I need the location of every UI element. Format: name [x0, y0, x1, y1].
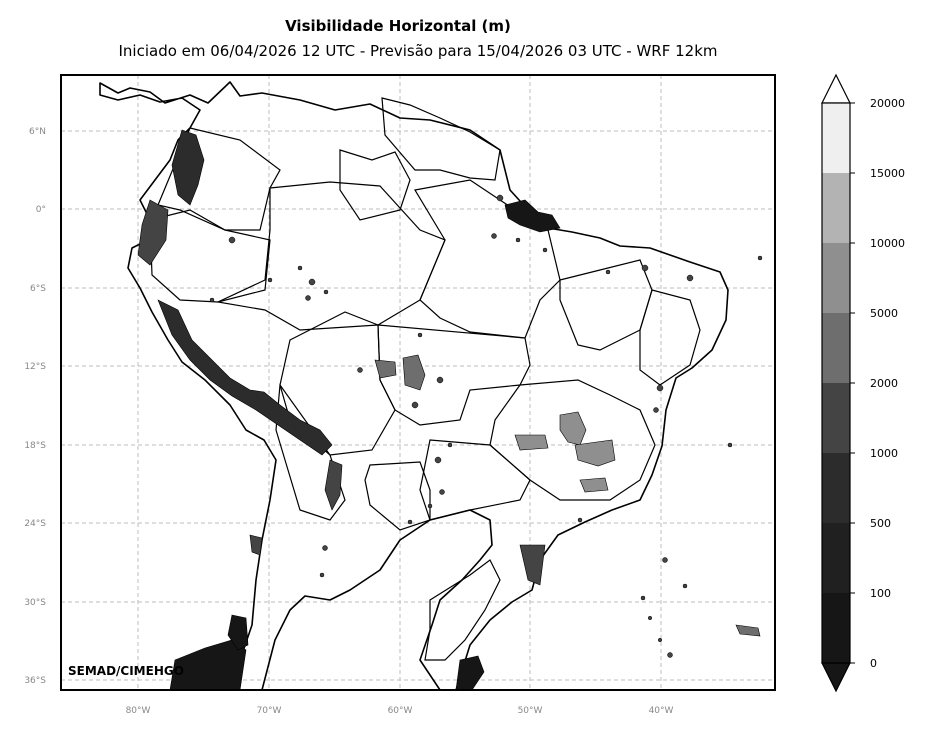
colorbar-segment: [822, 243, 850, 313]
lon-tick-labels: 80°W 70°W 60°W 50°W 40°W: [126, 706, 674, 716]
lat-tick-label: 6°S: [30, 284, 46, 294]
colorbar-segment: [822, 453, 850, 523]
colorbar-segment: [822, 593, 850, 663]
colorbar-label: 10000: [870, 237, 905, 250]
colorbar: 0 100 500 1000 2000 5000 10000 15000 20000: [821, 73, 905, 693]
lat-tick-label: 18°S: [24, 441, 46, 451]
lat-tick-label: 36°S: [24, 676, 46, 686]
lat-tick-label: 0°: [36, 205, 46, 215]
lon-tick-label: 40°W: [649, 706, 674, 716]
colorbar-segment: [822, 523, 850, 593]
colorbar-bottom-extension: [821, 662, 851, 693]
lat-tick-label: 6°N: [29, 127, 46, 137]
south-america-coastline: [99, 81, 729, 690]
lon-tick-label: 70°W: [257, 706, 282, 716]
lon-tick-label: 80°W: [126, 706, 151, 716]
colorbar-label: 1000: [870, 447, 898, 460]
colorbar-label: 15000: [870, 167, 905, 180]
colorbar-segment: [822, 313, 850, 383]
colorbar-segment: [822, 383, 850, 453]
lat-tick-label: 30°S: [24, 598, 46, 608]
credit-label: SEMAD/CIMEHGO: [68, 664, 184, 678]
map-area: [61, 75, 775, 690]
lat-tick-label: 24°S: [24, 519, 46, 529]
colorbar-label: 20000: [870, 97, 905, 110]
lon-tick-label: 60°W: [388, 706, 413, 716]
map-border: [60, 74, 776, 691]
colorbar-segment: [822, 103, 850, 173]
map-subtitle: Iniciado em 06/04/2026 12 UTC - Previsão…: [118, 42, 718, 60]
scattered-cells: [209, 194, 763, 658]
colorbar-label: 100: [870, 587, 891, 600]
lat-tick-label: 12°S: [24, 362, 46, 372]
colorbar-label: 5000: [870, 307, 898, 320]
colorbar-segment: [822, 173, 850, 243]
colorbar-label: 500: [870, 517, 891, 530]
colorbar-top-extension: [821, 73, 851, 104]
colorbar-label: 2000: [870, 377, 898, 390]
colorbar-label: 0: [870, 657, 877, 670]
lat-tick-labels: 6°N 0° 6°S 12°S 18°S 24°S 30°S 36°S: [24, 127, 46, 686]
lon-tick-label: 50°W: [518, 706, 543, 716]
visibility-contours: [137, 129, 761, 690]
map-title: Visibilidade Horizontal (m): [285, 17, 511, 35]
